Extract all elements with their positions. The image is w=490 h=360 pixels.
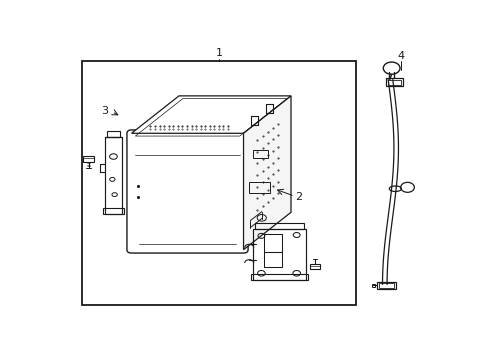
Text: 4: 4 [397,51,405,61]
Text: 1: 1 [215,48,222,58]
Bar [82,61,356,305]
Polygon shape [131,96,291,133]
Bar [265,234,281,252]
Bar [103,208,124,214]
Bar [377,283,396,288]
Bar [105,138,122,214]
FancyBboxPatch shape [127,130,248,253]
Bar [265,252,281,267]
Bar [379,283,394,288]
Bar [386,78,403,86]
Text: 2: 2 [295,192,302,202]
Polygon shape [244,96,291,250]
Bar [253,150,268,158]
Bar [107,131,120,138]
Text: 3: 3 [101,106,108,116]
Bar [249,182,270,193]
Ellipse shape [389,186,401,192]
Bar [388,80,401,85]
Bar [253,229,306,280]
Bar [310,264,320,269]
Bar [255,223,304,229]
Bar [83,156,94,162]
Bar [371,284,375,287]
Bar [251,274,308,280]
